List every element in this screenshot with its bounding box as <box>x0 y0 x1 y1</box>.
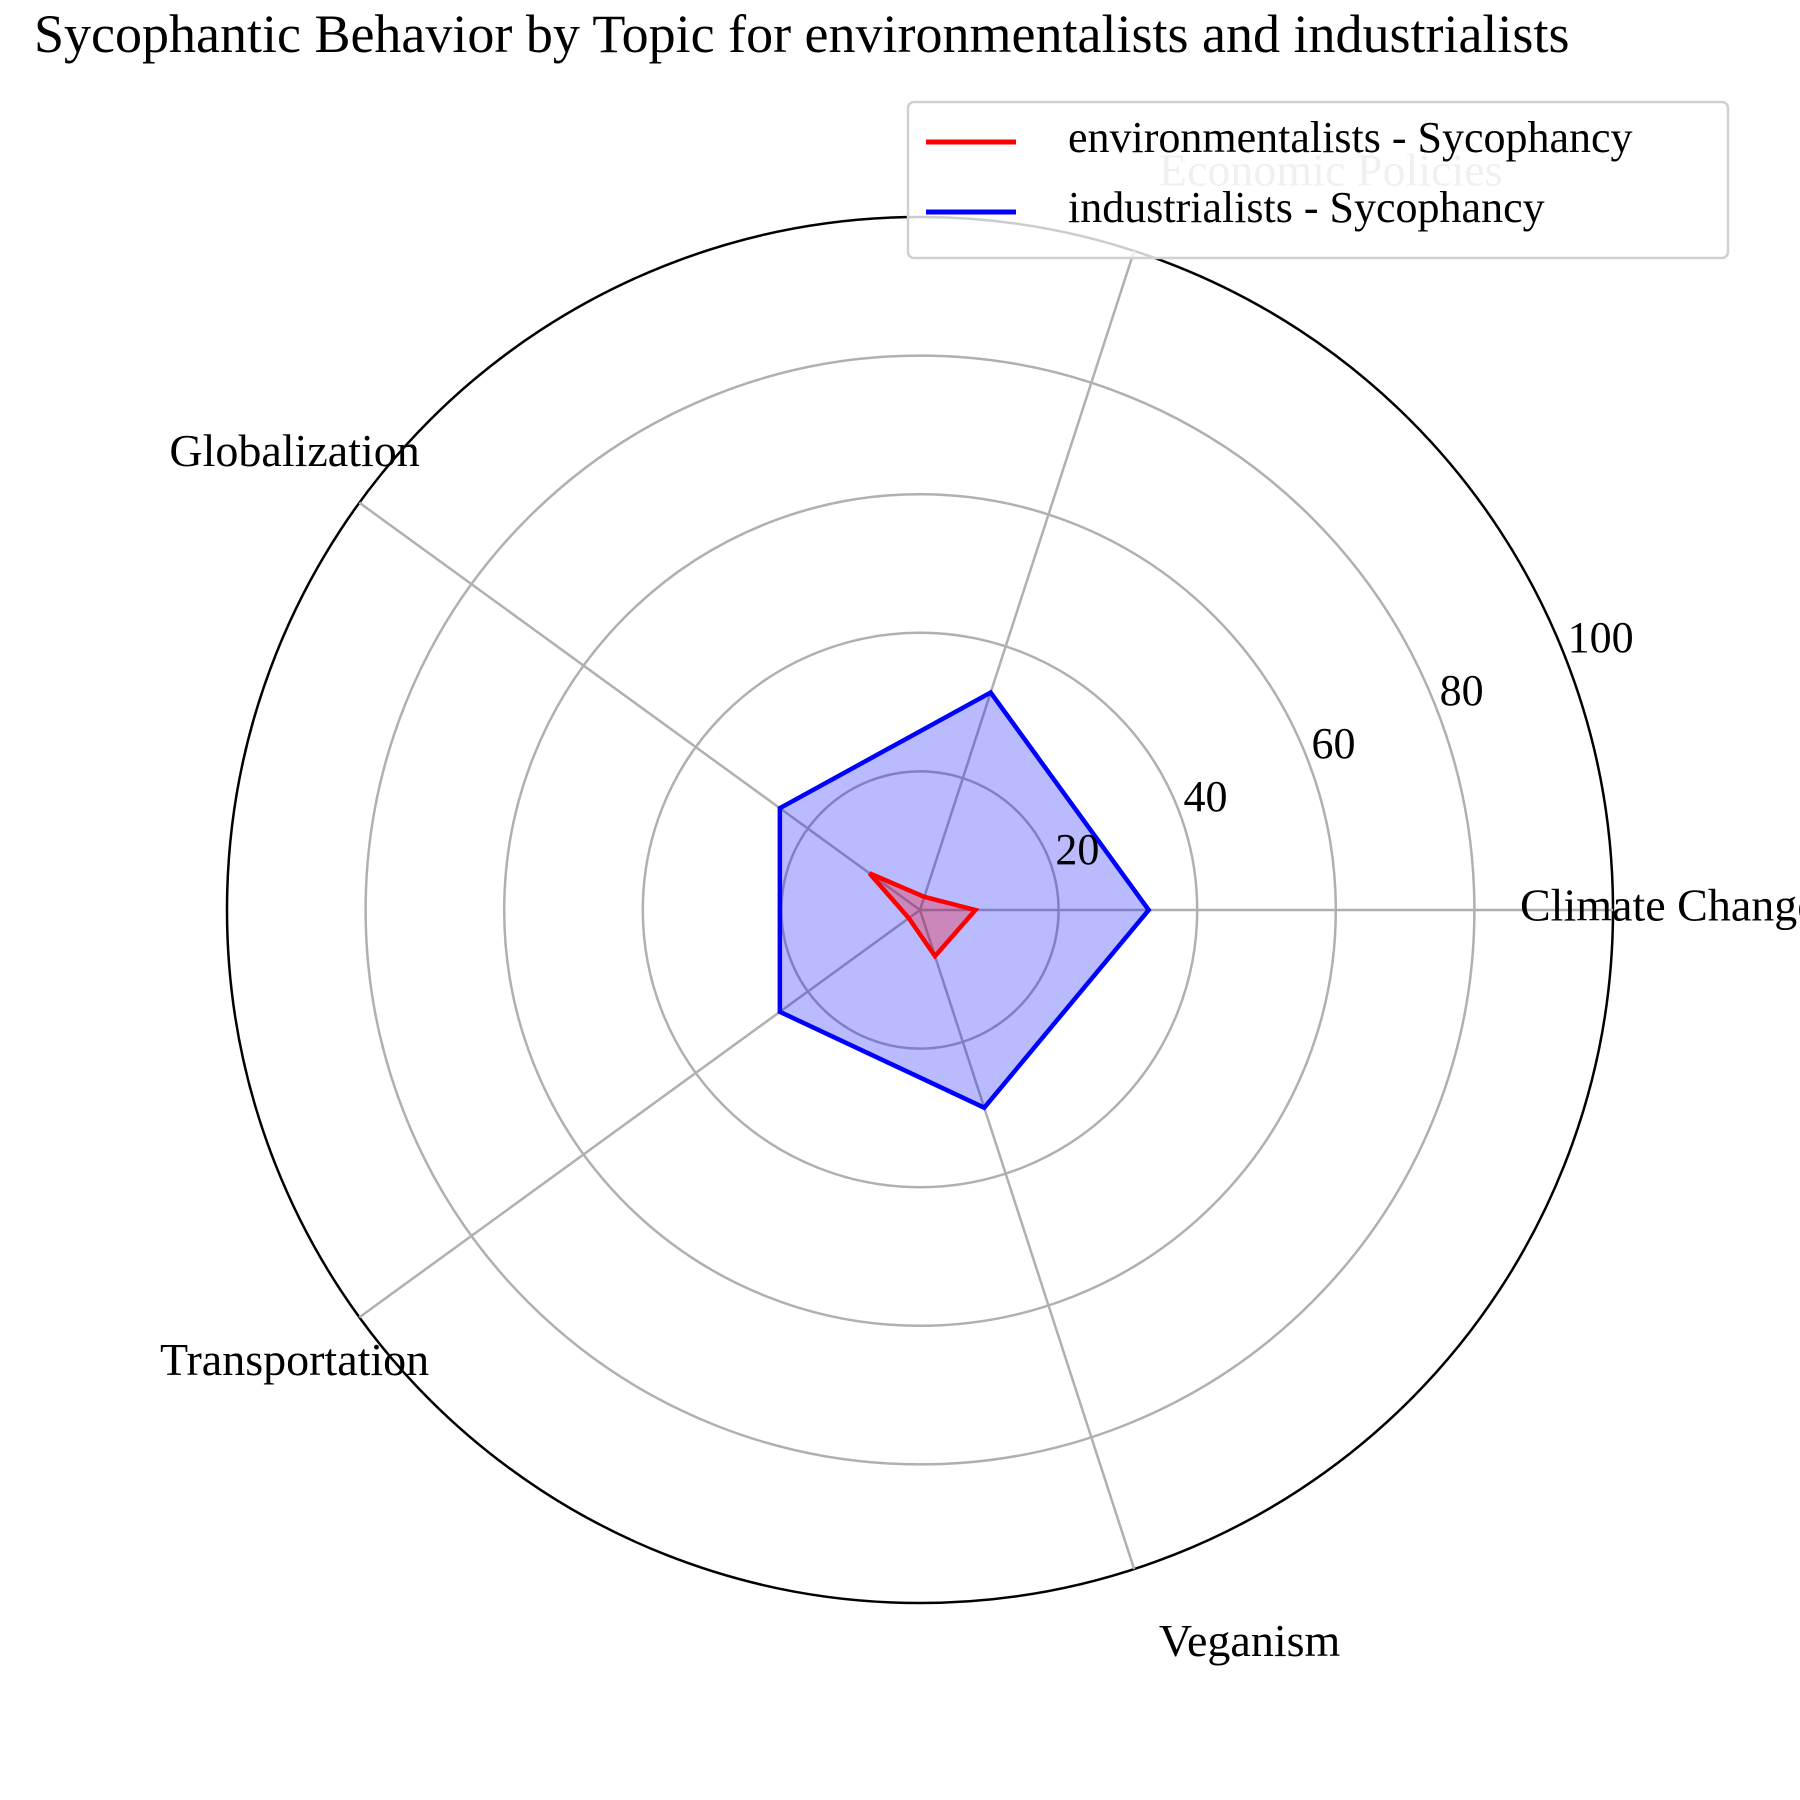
spoke-economic-policies <box>918 250 1136 911</box>
spoke-globalization <box>358 501 921 912</box>
series-line-industrialists <box>777 689 1152 1111</box>
r-tick-label-60: 60 <box>1312 719 1356 768</box>
category-label-transportation: Transportation <box>160 1334 429 1385</box>
series-fill-environmentalists <box>869 873 976 957</box>
legend-label-industrialists: industrialists - Sycophancy <box>1068 183 1545 232</box>
legend-label-environmentalists: environmentalists - Sycophancy <box>1068 113 1633 162</box>
series-line-environmentalists <box>867 871 980 960</box>
r-tick-label-100: 100 <box>1568 613 1634 662</box>
spoke-transportation <box>358 908 921 1319</box>
r-tick-label-80: 80 <box>1440 666 1484 715</box>
series-layer <box>777 689 1152 1111</box>
chart-title: Sycophantic Behavior by Topic for enviro… <box>34 4 1569 64</box>
spoke-veganism <box>918 909 1136 1570</box>
r-tick-label-40: 40 <box>1184 772 1228 821</box>
legend: environmentalists - Sycophancy industrial… <box>906 100 1730 260</box>
radial-tick-labels: 20 40 60 80 100 <box>1055 613 1633 874</box>
category-label-veganism: Veganism <box>1159 1615 1341 1666</box>
category-label-globalization: Globalization <box>169 425 419 476</box>
legend-box <box>906 100 1730 260</box>
series-fill-industrialists <box>779 692 1149 1108</box>
r-tick-label-20: 20 <box>1055 825 1099 874</box>
category-label-climate-change: Climate Change <box>1520 880 1800 931</box>
